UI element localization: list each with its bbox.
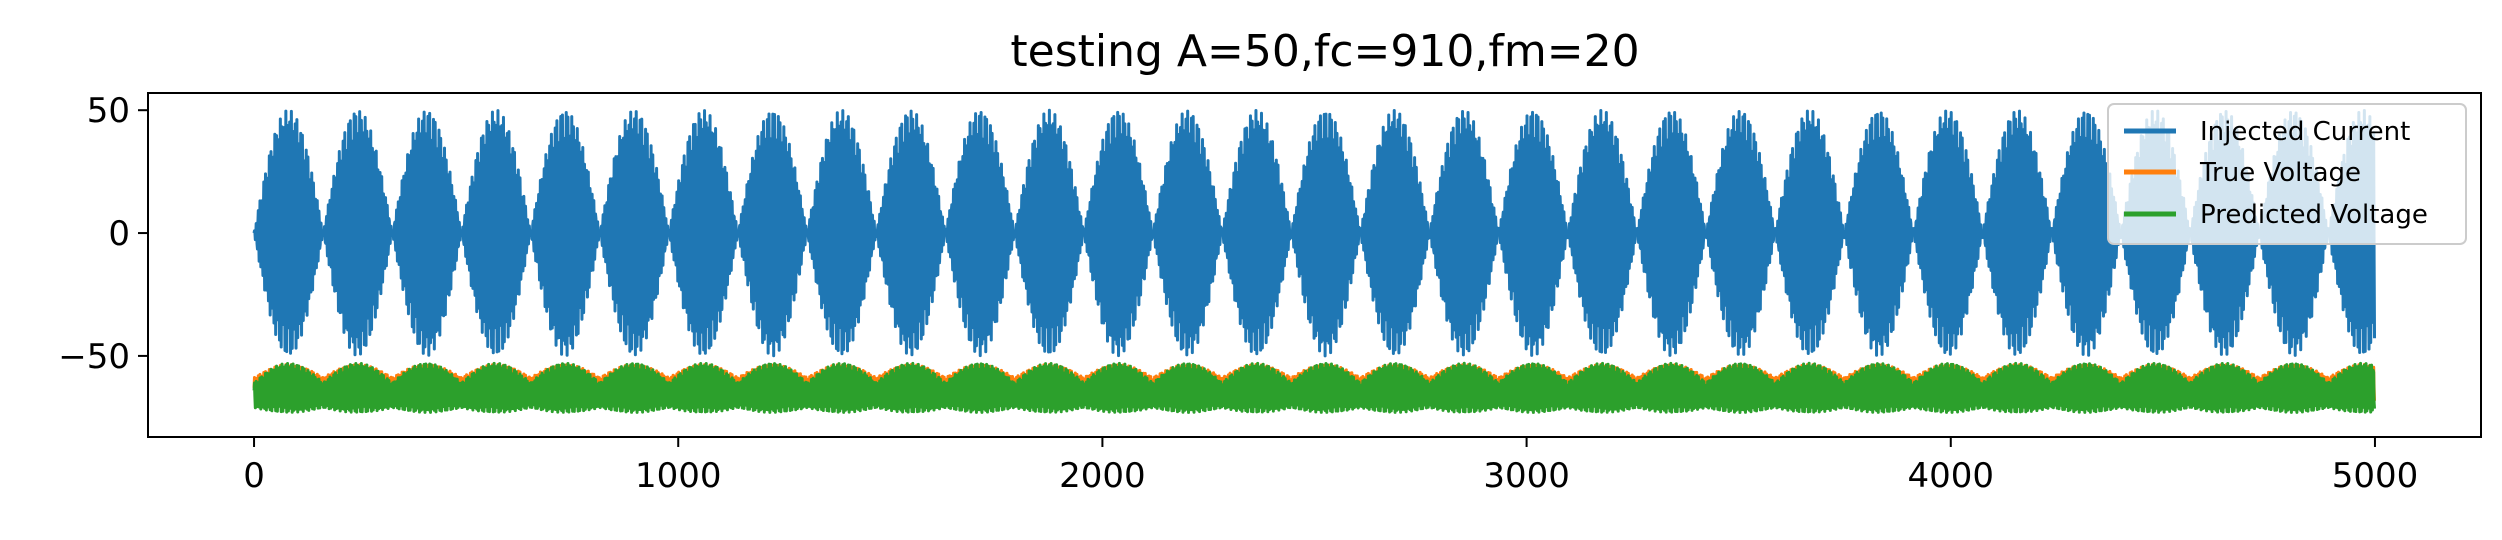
legend-label-injected-current: Injected Current — [2200, 117, 2410, 147]
y-tick-label: 0 — [108, 214, 130, 254]
legend-label-true-voltage: True Voltage — [2199, 158, 2361, 188]
y-tick-label: −50 — [58, 337, 130, 377]
series-line-predicted-voltage — [252, 361, 2377, 414]
y-axis: 50 0 −50 — [58, 91, 148, 377]
x-tick-label: 0 — [243, 456, 265, 496]
series-line-injected-current — [252, 108, 2377, 358]
plot-frame — [147, 92, 2482, 438]
legend: Injected Current True Voltage Predicted … — [2107, 103, 2467, 245]
chart-title: testing A=50,fc=910,fm=20 — [1010, 26, 1639, 77]
series-layer — [252, 108, 2377, 414]
legend-label-predicted-voltage: Predicted Voltage — [2200, 200, 2428, 230]
x-tick-label: 1000 — [635, 456, 722, 496]
x-tick-label: 3000 — [1483, 456, 1570, 496]
legend-box — [2107, 103, 2467, 245]
y-tick-label: 50 — [87, 91, 130, 131]
x-tick-label: 2000 — [1059, 456, 1146, 496]
x-tick-label: 5000 — [2332, 456, 2419, 496]
x-tick-label: 4000 — [1908, 456, 1995, 496]
x-axis: 0 1000 2000 3000 4000 5000 — [243, 437, 2418, 496]
